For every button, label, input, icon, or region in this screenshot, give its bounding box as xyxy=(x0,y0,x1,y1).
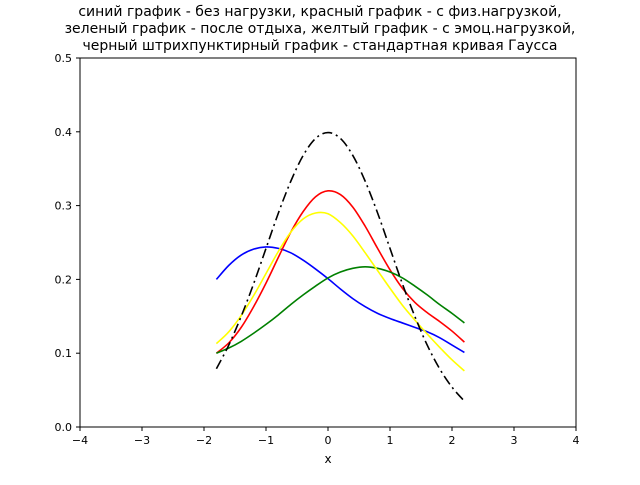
series-line-2 xyxy=(215,189,465,354)
y-tick-label: 0.4 xyxy=(55,126,73,139)
y-tick-label: 0.1 xyxy=(55,347,73,360)
x-tick-label: 0 xyxy=(325,434,332,447)
y-tick-label: 0.2 xyxy=(55,273,73,286)
chart-title: синий график - без нагрузки, красный гра… xyxy=(65,4,576,54)
y-tick-label: 0.5 xyxy=(55,52,73,65)
series-line-4 xyxy=(215,211,465,372)
x-tick-label: 4 xyxy=(573,434,580,447)
series-layer xyxy=(215,131,465,402)
x-tick-label: 3 xyxy=(511,434,518,447)
x-tick-label: 1 xyxy=(387,434,394,447)
axes-layer: −4 −3 −2 −1 0 1 2 3 4 0.0 0.1 0.2 0.3 0.4 0.5 xyxy=(55,52,580,447)
y-tick-label: 0.3 xyxy=(55,200,73,213)
x-tick-label: 2 xyxy=(449,434,456,447)
x-tick-label: −1 xyxy=(258,434,274,447)
x-tick-label: −4 xyxy=(72,434,88,447)
y-tick-label: 0.0 xyxy=(55,421,73,434)
x-tick-label: −2 xyxy=(196,434,212,447)
series-line-3 xyxy=(216,266,465,354)
x-axis-label: x xyxy=(324,452,331,466)
x-tick-label: −3 xyxy=(134,434,150,447)
chart-title-line-2: зеленый график - после отдыха, желтый гр… xyxy=(65,21,576,37)
series-line-5 xyxy=(215,131,465,402)
chart-title-line-3: черный штрихпунктирный график - стандарт… xyxy=(82,38,557,54)
chart-title-line-1: синий график - без нагрузки, красный гра… xyxy=(78,4,561,20)
